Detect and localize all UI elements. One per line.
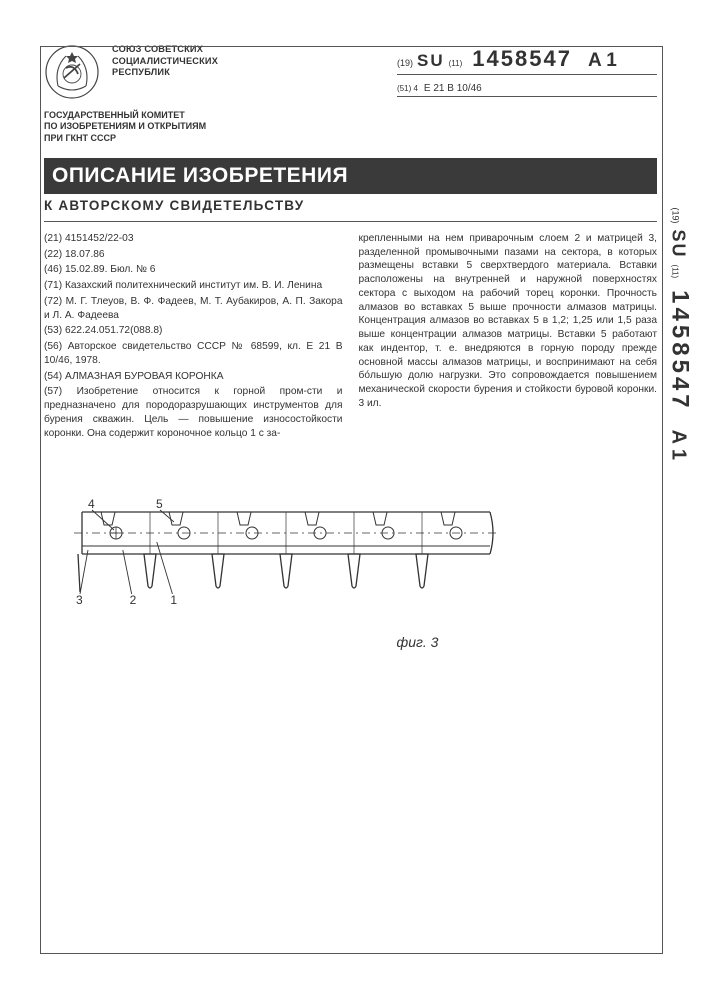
field-22: (22) 18.07.86 — [44, 248, 343, 262]
subtitle: К АВТОРСКОМУ СВИДЕТЕЛЬСТВУ — [44, 198, 657, 213]
abstract-continued: крепленными на нем приварочным слоем 2 и… — [359, 232, 658, 411]
divider — [44, 221, 657, 222]
field-71: (71) Казахский политехнический институт … — [44, 279, 343, 293]
union-text: СОЮЗ СОВЕТСКИХ СОЦИАЛИСТИЧЕСКИХ РЕСПУБЛИ… — [112, 44, 218, 79]
field-54: (54) АЛМАЗНАЯ БУРОВАЯ КОРОНКА — [44, 370, 343, 384]
pub-country: SU — [417, 51, 445, 71]
publication-block: (19) SU (11) 1458547 A 1 (51) 4 E 21 B 1… — [397, 44, 657, 97]
committee-line: ПРИ ГКНТ СССР — [44, 133, 657, 144]
title-banner: ОПИСАНИЕ ИЗОБРЕТЕНИЯ — [44, 158, 657, 194]
left-column: (21) 4151452/22-03 (22) 18.07.86 (46) 15… — [44, 232, 343, 443]
pub-prefix-19: (19) — [670, 208, 680, 224]
vertical-publication-id: (19) SU (11) 1458547 A 1 — [665, 208, 693, 461]
publication-number-line: (19) SU (11) 1458547 A 1 — [397, 46, 657, 75]
pub-number: 1458547 — [472, 46, 572, 72]
field-56: (56) Авторское свидетельство СССР № 6859… — [44, 340, 343, 368]
ipc-line: (51) 4 E 21 B 10/46 — [397, 83, 657, 97]
field-46: (46) 15.02.89. Бюл. № 6 — [44, 263, 343, 277]
figure-3: 4 5 3 2 1 фиг. 3 — [44, 498, 657, 650]
svg-text:3: 3 — [76, 593, 83, 607]
ipc-prefix: (51) 4 — [397, 84, 418, 93]
figure-caption: фиг. 3 — [178, 634, 657, 650]
committee-text: ГОСУДАРСТВЕННЫЙ КОМИТЕТ ПО ИЗОБРЕТЕНИЯМ … — [44, 110, 657, 144]
svg-text:5: 5 — [156, 498, 163, 511]
committee-line: ПО ИЗОБРЕТЕНИЯМ И ОТКРЫТИЯМ — [44, 121, 657, 132]
union-line: РЕСПУБЛИК — [112, 67, 218, 79]
ussr-emblem-icon — [44, 44, 100, 100]
pub-number: 1458547 — [665, 290, 693, 411]
svg-text:4: 4 — [88, 498, 95, 511]
header-block: СОЮЗ СОВЕТСКИХ СОЦИАЛИСТИЧЕСКИХ РЕСПУБЛИ… — [44, 44, 657, 100]
field-72: (72) М. Г. Тлеуов, В. Ф. Фадеев, М. Т. А… — [44, 295, 343, 323]
pub-suffix: A 1 — [588, 50, 617, 72]
pub-country: SU — [667, 230, 688, 259]
pub-prefix-19: (19) — [397, 58, 413, 68]
pub-suffix: A 1 — [666, 430, 689, 460]
pub-prefix-11: (11) — [449, 59, 463, 68]
body-columns: (21) 4151452/22-03 (22) 18.07.86 (46) 15… — [44, 232, 657, 443]
union-line: СОЦИАЛИСТИЧЕСКИХ — [112, 56, 218, 68]
field-53: (53) 622.24.051.72(088.8) — [44, 324, 343, 338]
svg-text:1: 1 — [170, 593, 177, 607]
field-21: (21) 4151452/22-03 — [44, 232, 343, 246]
union-line: СОЮЗ СОВЕТСКИХ — [112, 44, 218, 56]
right-column: крепленными на нем приварочным слоем 2 и… — [359, 232, 658, 443]
pub-prefix-11: (11) — [670, 265, 679, 279]
ipc-code: E 21 B 10/46 — [424, 83, 482, 94]
committee-line: ГОСУДАРСТВЕННЫЙ КОМИТЕТ — [44, 110, 657, 121]
field-57: (57) Изобретение относится к горной пром… — [44, 385, 343, 440]
svg-text:2: 2 — [130, 593, 137, 607]
